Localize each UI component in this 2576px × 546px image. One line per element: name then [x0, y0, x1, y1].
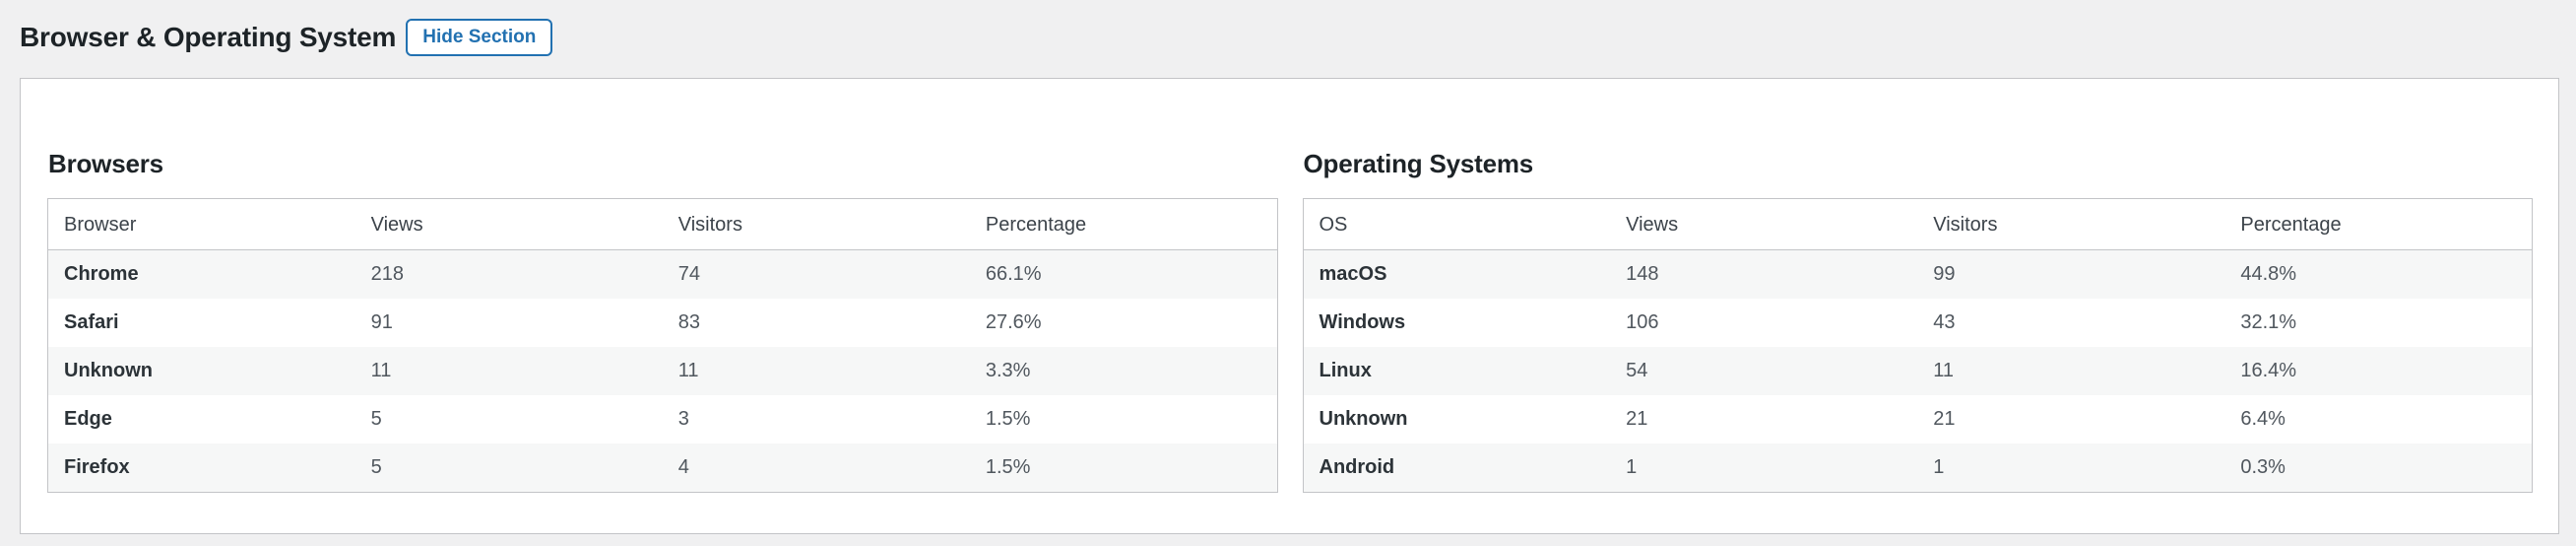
- table-row: Firefox 5 4 1.5%: [47, 444, 1277, 493]
- visitors-cell: 4: [677, 456, 689, 478]
- column-header-visitors: Visitors: [1917, 198, 2225, 250]
- views-cell: 5: [370, 456, 382, 478]
- percentage-cell: 32.1%: [2240, 311, 2297, 333]
- views-cell: 5: [370, 408, 382, 430]
- table-row: Unknown 21 21 6.4%: [1303, 395, 2533, 444]
- table-row: Windows 106 43 32.1%: [1303, 299, 2533, 347]
- operating-systems-section: Operating Systems OS Views Visitors Perc…: [1302, 149, 2533, 493]
- percentage-cell: 44.8%: [2240, 263, 2297, 285]
- visitors-cell: 1: [1933, 456, 1945, 478]
- os-name-cell: Linux: [1319, 360, 1372, 381]
- browser-name-cell: Firefox: [64, 456, 130, 478]
- browsers-table: Browser Views Visitors Percentage Chrome…: [47, 198, 1278, 493]
- visitors-cell: 99: [1933, 263, 1956, 285]
- visitors-cell: 74: [677, 263, 700, 285]
- views-cell: 11: [370, 360, 392, 381]
- column-header-views: Views: [354, 198, 663, 250]
- table-row: Edge 5 3 1.5%: [47, 395, 1277, 444]
- percentage-cell: 3.3%: [985, 360, 1031, 381]
- operating-systems-section-title: Operating Systems: [1303, 149, 1534, 178]
- os-name-cell: Unknown: [1319, 408, 1408, 430]
- browser-name-cell: Unknown: [64, 360, 153, 381]
- percentage-cell: 27.6%: [985, 311, 1042, 333]
- os-name-cell: Android: [1319, 456, 1395, 478]
- os-name-cell: Windows: [1319, 311, 1406, 333]
- views-cell: 91: [370, 311, 393, 333]
- operating-systems-table: OS Views Visitors Percentage macOS 148 9…: [1302, 198, 2533, 493]
- column-header-percentage: Percentage: [969, 198, 1277, 250]
- page-title: Browser & Operating System: [20, 22, 397, 52]
- section-header: Browser & Operating System Hide Section: [0, 0, 2576, 63]
- column-header-os: OS: [1303, 198, 1611, 250]
- browsers-section: Browsers Browser Views Visitors Percenta…: [47, 150, 1278, 493]
- table-row: Unknown 11 11 3.3%: [47, 347, 1277, 395]
- tables-row: Browsers Browser Views Visitors Percenta…: [47, 150, 2533, 493]
- column-header-browser: Browser: [47, 198, 355, 250]
- table-row: macOS 148 99 44.8%: [1303, 249, 2533, 299]
- percentage-cell: 66.1%: [985, 263, 1042, 285]
- views-cell: 54: [1626, 360, 1648, 381]
- hide-section-button[interactable]: Hide Section: [406, 19, 553, 56]
- percentage-cell: 6.4%: [2240, 408, 2286, 430]
- views-cell: 148: [1626, 263, 1659, 285]
- column-header-visitors: Visitors: [662, 198, 970, 250]
- browser-name-cell: Safari: [64, 311, 119, 333]
- os-name-cell: macOS: [1319, 263, 1387, 285]
- views-cell: 106: [1626, 311, 1659, 333]
- percentage-cell: 0.3%: [2240, 456, 2286, 478]
- table-row: Linux 54 11 16.4%: [1303, 347, 2533, 395]
- percentage-cell: 16.4%: [2240, 360, 2297, 381]
- views-cell: 1: [1626, 456, 1638, 478]
- visitors-cell: 43: [1933, 311, 1956, 333]
- table-row: Android 1 1 0.3%: [1303, 444, 2533, 493]
- visitors-cell: 3: [677, 408, 689, 430]
- os-header-row: OS Views Visitors Percentage: [1303, 198, 2533, 250]
- browser-os-card: Browsers Browser Views Visitors Percenta…: [20, 78, 2559, 534]
- browser-name-cell: Chrome: [64, 263, 139, 285]
- column-header-percentage: Percentage: [2224, 198, 2533, 250]
- visitors-cell: 11: [1933, 360, 1955, 381]
- browser-name-cell: Edge: [64, 408, 112, 430]
- visitors-cell: 83: [677, 311, 700, 333]
- browsers-header-row: Browser Views Visitors Percentage: [47, 198, 1277, 250]
- visitors-cell: 11: [677, 360, 699, 381]
- table-row: Safari 91 83 27.6%: [47, 299, 1277, 347]
- visitors-cell: 21: [1933, 408, 1956, 430]
- views-cell: 218: [370, 263, 404, 285]
- views-cell: 21: [1626, 408, 1648, 430]
- percentage-cell: 1.5%: [985, 408, 1031, 430]
- percentage-cell: 1.5%: [985, 456, 1031, 478]
- table-row: Chrome 218 74 66.1%: [47, 249, 1277, 299]
- column-header-views: Views: [1610, 198, 1918, 250]
- browsers-section-title: Browsers: [48, 149, 163, 178]
